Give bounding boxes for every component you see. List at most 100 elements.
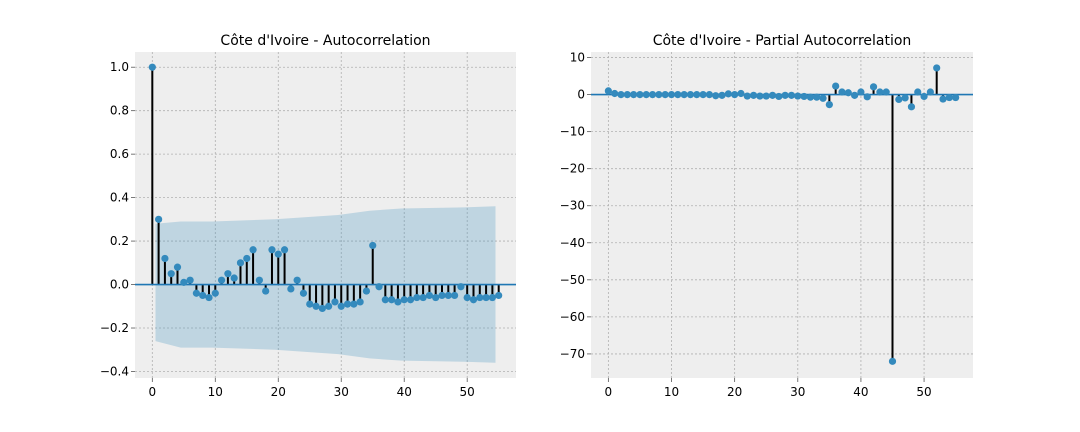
marker-lag-54 bbox=[488, 293, 496, 302]
marker-lag-50 bbox=[463, 293, 471, 302]
marker-lag-3 bbox=[167, 270, 175, 278]
marker-lag-37 bbox=[838, 88, 846, 96]
y-tick-label: −70 bbox=[560, 347, 585, 361]
marker-lag-10 bbox=[211, 289, 219, 297]
marker-lag-26 bbox=[312, 302, 320, 310]
marker-lag-17 bbox=[712, 92, 720, 100]
marker-lag-55 bbox=[495, 291, 503, 300]
y-tick-label: −40 bbox=[560, 236, 585, 250]
marker-lag-34 bbox=[819, 94, 827, 102]
marker-lag-21 bbox=[737, 89, 745, 98]
marker-lag-55 bbox=[952, 93, 960, 102]
marker-lag-15 bbox=[699, 91, 707, 99]
marker-lag-23 bbox=[293, 276, 301, 284]
marker-lag-5 bbox=[180, 278, 188, 286]
marker-lag-34 bbox=[362, 287, 371, 295]
marker-lag-22 bbox=[743, 92, 751, 100]
marker-lag-12 bbox=[224, 270, 232, 278]
plot-area bbox=[135, 52, 516, 378]
marker-lag-38 bbox=[844, 89, 852, 97]
x-tick-label: 50 bbox=[916, 385, 931, 399]
y-tick-label: −10 bbox=[560, 125, 585, 139]
marker-lag-50 bbox=[920, 92, 928, 101]
marker-lag-16 bbox=[249, 246, 257, 254]
marker-lag-52 bbox=[933, 64, 941, 72]
marker-lag-33 bbox=[813, 93, 821, 101]
marker-lag-35 bbox=[369, 241, 377, 250]
acf-panel: 0 10 20 30 40 50 −0.4 −0.2 0.0 0.2 0.4 0.6 0.8 1.0 Côt… bbox=[100, 33, 516, 399]
marker-lag-8 bbox=[199, 291, 207, 300]
marker-lag-7 bbox=[648, 91, 657, 99]
marker-lag-9 bbox=[205, 293, 213, 302]
marker-lag-44 bbox=[425, 291, 434, 300]
x-tick-label: 0 bbox=[148, 385, 156, 399]
marker-lag-25 bbox=[306, 300, 314, 308]
x-tick-label: 40 bbox=[853, 385, 868, 399]
marker-lag-53 bbox=[482, 293, 490, 302]
marker-lag-2 bbox=[161, 254, 169, 263]
x-tick-label: 30 bbox=[790, 385, 805, 399]
marker-lag-40 bbox=[400, 296, 408, 304]
y-tick-label: 0.8 bbox=[110, 104, 129, 118]
marker-lag-18 bbox=[262, 287, 270, 295]
marker-lag-20 bbox=[274, 250, 282, 258]
marker-lag-14 bbox=[236, 259, 245, 267]
marker-lag-9 bbox=[661, 91, 669, 99]
marker-lag-8 bbox=[655, 91, 663, 99]
marker-lag-38 bbox=[388, 296, 396, 304]
marker-lag-1 bbox=[611, 89, 619, 98]
marker-lag-13 bbox=[230, 274, 238, 282]
marker-lag-15 bbox=[243, 254, 251, 263]
marker-lag-31 bbox=[343, 300, 352, 308]
chart-title: Côte d'Ivoire - Partial Autocorrelation bbox=[653, 33, 912, 49]
marker-lag-30 bbox=[794, 92, 802, 100]
marker-lag-4 bbox=[630, 91, 638, 99]
x-tick-label: 50 bbox=[460, 385, 475, 399]
marker-lag-19 bbox=[268, 246, 276, 254]
y-tick-label: 0.2 bbox=[110, 234, 129, 248]
marker-lag-43 bbox=[876, 88, 884, 96]
y-tick-label: −0.2 bbox=[100, 321, 129, 335]
plot-content bbox=[135, 63, 516, 363]
marker-lag-12 bbox=[680, 91, 688, 99]
marker-lag-27 bbox=[318, 304, 326, 313]
chart-title: Côte d'Ivoire - Autocorrelation bbox=[220, 33, 430, 49]
marker-lag-43 bbox=[419, 293, 427, 302]
marker-lag-6 bbox=[186, 276, 194, 284]
marker-lag-32 bbox=[806, 93, 815, 101]
marker-lag-5 bbox=[636, 91, 644, 99]
marker-lag-24 bbox=[299, 289, 308, 297]
x-axis: 0 10 20 30 40 50 bbox=[148, 378, 475, 399]
y-tick-label: −20 bbox=[560, 162, 585, 176]
marker-lag-26 bbox=[768, 91, 777, 99]
marker-lag-51 bbox=[926, 88, 934, 96]
marker-lag-1 bbox=[155, 215, 163, 223]
y-tick-label: 0.6 bbox=[110, 147, 129, 161]
marker-lag-29 bbox=[787, 91, 796, 99]
marker-lag-36 bbox=[375, 283, 383, 291]
marker-lag-47 bbox=[444, 291, 452, 300]
marker-lag-2 bbox=[617, 91, 625, 99]
y-axis: −70 −60 −50 −40 −30 −20 −10 0 10 bbox=[560, 51, 591, 361]
pacf-panel: 0 10 20 30 40 50 −70 −60 −50 −40 −30 −20 −10 0 10 Côte … bbox=[560, 33, 973, 399]
y-tick-label: −60 bbox=[560, 310, 585, 324]
marker-lag-6 bbox=[642, 91, 650, 99]
marker-lag-46 bbox=[438, 291, 446, 300]
x-axis: 0 10 20 30 40 50 bbox=[605, 378, 932, 399]
marker-lag-28 bbox=[781, 91, 789, 99]
plot-area bbox=[591, 52, 973, 378]
marker-lag-51 bbox=[469, 296, 478, 304]
marker-lag-29 bbox=[331, 298, 339, 306]
marker-lag-52 bbox=[476, 293, 484, 302]
y-tick-label: 10 bbox=[570, 51, 585, 65]
marker-lag-4 bbox=[173, 263, 182, 271]
marker-lag-39 bbox=[394, 298, 402, 306]
marker-lag-24 bbox=[756, 92, 764, 100]
marker-lag-0 bbox=[604, 87, 612, 95]
marker-lag-11 bbox=[217, 276, 226, 284]
plot-content bbox=[591, 64, 973, 365]
marker-lag-27 bbox=[775, 92, 783, 101]
marker-lag-42 bbox=[413, 293, 421, 302]
marker-lag-20 bbox=[731, 91, 739, 99]
